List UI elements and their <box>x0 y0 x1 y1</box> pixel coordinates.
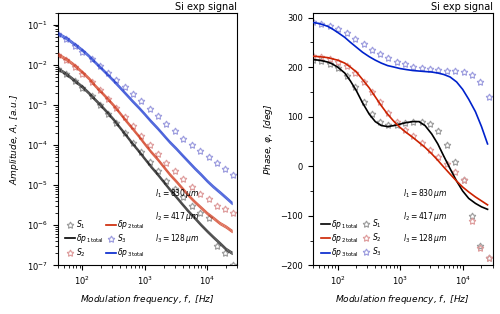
Legend: $\delta p\,_{1\rm total}$, $\delta p\,_{2\rm total}$, $\delta p\,_{3\rm total}$,: $\delta p\,_{1\rm total}$, $\delta p\,_{… <box>318 216 384 262</box>
Y-axis label: Amplitude, $A,$ [a.u.]: Amplitude, $A,$ [a.u.] <box>8 93 21 185</box>
Legend: $S_1$, $\delta p\,_{1\rm total}$, $S_2$, $\delta p\,_{2\rm total}$, $S_3$, $\del: $S_1$, $\delta p\,_{1\rm total}$, $S_2$,… <box>63 216 148 262</box>
X-axis label: Modulation frequency, $f,$ [Hz]: Modulation frequency, $f,$ [Hz] <box>336 293 470 306</box>
Text: $l_2=417\,\mu$m: $l_2=417\,\mu$m <box>402 209 448 223</box>
Text: Si exp signal: Si exp signal <box>176 2 238 12</box>
Text: $l_3 = 128\,\mu$m: $l_3 = 128\,\mu$m <box>156 232 200 245</box>
Text: $l_1 = 830\,\mu$m: $l_1 = 830\,\mu$m <box>156 187 200 200</box>
Text: $l_3=128\,\mu$m: $l_3=128\,\mu$m <box>402 232 448 245</box>
Text: $l_2 = 417\,\mu$m: $l_2 = 417\,\mu$m <box>156 209 200 223</box>
X-axis label: Modulation frequency, $f,$ [Hz]: Modulation frequency, $f,$ [Hz] <box>80 293 214 306</box>
Text: Si exp signal: Si exp signal <box>430 2 492 12</box>
Y-axis label: Phase, $\varphi,$ [deg]: Phase, $\varphi,$ [deg] <box>262 103 274 175</box>
Text: $l_1=830\,\mu$m: $l_1=830\,\mu$m <box>402 187 448 200</box>
